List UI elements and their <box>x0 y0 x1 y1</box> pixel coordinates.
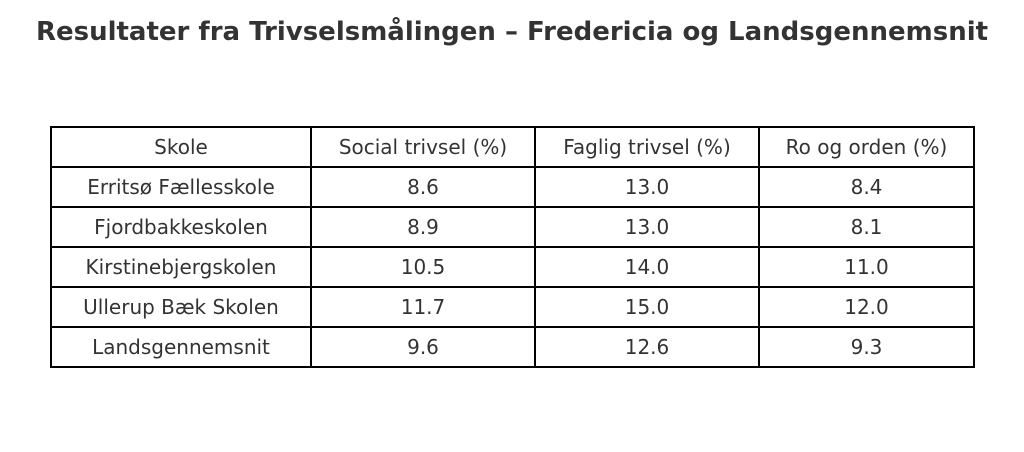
cell-text: 15.0 <box>625 295 670 319</box>
cell-text: 11.7 <box>401 295 446 319</box>
table-cell <box>758 326 975 368</box>
table-cell <box>758 206 975 248</box>
cell-text: 10.5 <box>401 255 446 279</box>
cell-text: 12.0 <box>844 295 889 319</box>
cell-text: Erritsø Fællesskole <box>87 175 275 199</box>
cell-text: 9.6 <box>407 335 439 359</box>
table-cell <box>534 326 760 368</box>
table-cell <box>758 166 975 208</box>
table-cell <box>310 166 536 208</box>
cell-text: Fjordbakkeskolen <box>94 215 268 239</box>
cell-text: 13.0 <box>625 175 670 199</box>
title: Resultater fra Trivselsmålingen – Freder… <box>36 15 988 47</box>
table-cell <box>758 126 975 168</box>
table-cell <box>50 126 312 168</box>
cell-text: 9.3 <box>851 335 883 359</box>
table-cell <box>310 246 536 288</box>
table-cell <box>758 286 975 328</box>
table: Skole Social trivsel (%) Faglig trivsel (%… <box>50 126 975 368</box>
header-cell-text: Ro og orden (%) <box>786 135 948 159</box>
table-cell <box>758 246 975 288</box>
cell-text: Kirstinebjergskolen <box>86 255 277 279</box>
cell-text: 8.4 <box>851 175 883 199</box>
table-cell <box>50 286 312 328</box>
cell-text: 8.6 <box>407 175 439 199</box>
cell-text: 14.0 <box>625 255 670 279</box>
table-cell <box>310 326 536 368</box>
cell-text: Ullerup Bæk Skolen <box>83 295 279 319</box>
table-cell <box>310 126 536 168</box>
table-cell <box>50 326 312 368</box>
header-cell-text: Social trivsel (%) <box>339 135 507 159</box>
header-cell-text: Skole <box>154 135 208 159</box>
cell-text: 12.6 <box>625 335 670 359</box>
cell-text: 13.0 <box>625 215 670 239</box>
table-cell <box>534 286 760 328</box>
table-cell <box>310 286 536 328</box>
table-cell <box>310 206 536 248</box>
cell-text: 8.1 <box>851 215 883 239</box>
cell-text: Landsgennemsnit <box>92 335 270 359</box>
header-cell-text: Faglig trivsel (%) <box>563 135 731 159</box>
cell-text: 8.9 <box>407 215 439 239</box>
cell-text: 11.0 <box>844 255 889 279</box>
